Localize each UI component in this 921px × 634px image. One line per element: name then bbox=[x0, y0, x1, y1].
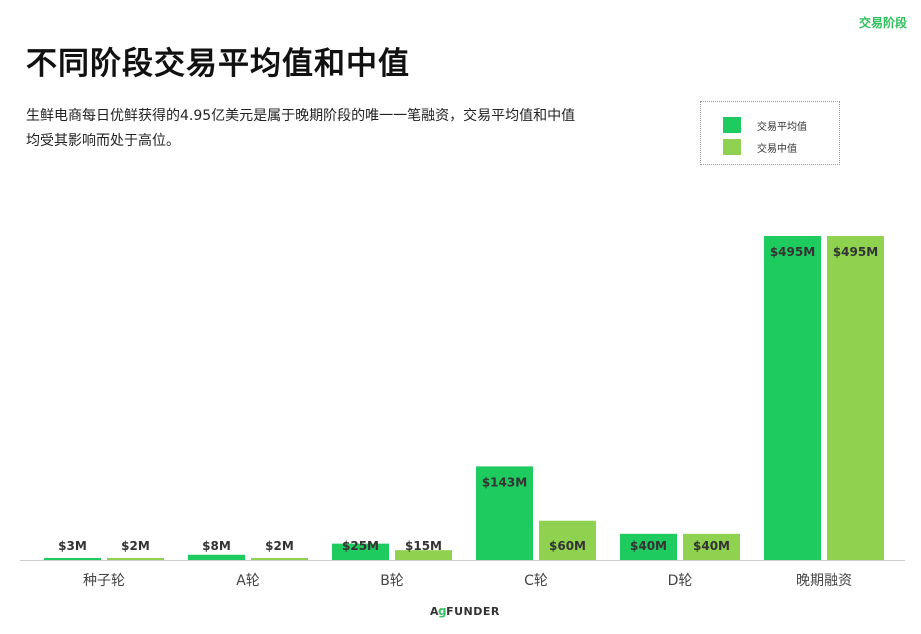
x-tick-label: C轮 bbox=[524, 573, 548, 589]
bar-mean bbox=[44, 558, 101, 560]
legend-swatch-mean bbox=[723, 117, 741, 133]
bar-median bbox=[683, 533, 740, 560]
data-label-mean: $8M bbox=[202, 539, 231, 553]
page-subtitle: 生鲜电商每日优鲜获得的4.95亿美元是属于晚期阶段的唯一一笔融资，交易平均值和中… bbox=[26, 108, 576, 149]
bar-median bbox=[107, 558, 164, 560]
data-label-mean: $3M bbox=[58, 539, 87, 553]
data-label-median: $2M bbox=[121, 539, 150, 553]
x-tick-label: 种子轮 bbox=[83, 573, 125, 589]
legend-swatch-median bbox=[723, 139, 741, 155]
data-label-median: $40M bbox=[693, 539, 730, 553]
x-tick-label: A轮 bbox=[236, 573, 260, 589]
leaf-icon: g bbox=[438, 604, 448, 618]
data-label-median: $15M bbox=[405, 539, 442, 553]
logo-text-funder: FUNDER bbox=[446, 604, 500, 618]
bar-mean bbox=[764, 236, 821, 560]
legend-item-median: 交易中值 bbox=[723, 139, 797, 155]
bar-median bbox=[395, 550, 452, 560]
legend-label-mean: 交易平均值 bbox=[757, 121, 807, 133]
bar-mean bbox=[620, 533, 677, 560]
agfunder-logo: A g FUNDER bbox=[430, 604, 500, 618]
bar-mean bbox=[188, 554, 245, 560]
bar-mean bbox=[476, 466, 533, 560]
bar-median bbox=[827, 236, 884, 560]
bar-median bbox=[539, 520, 596, 560]
x-tick-label: B轮 bbox=[380, 573, 404, 589]
section-tag: 交易阶段 bbox=[858, 16, 907, 30]
legend-item-mean: 交易平均值 bbox=[723, 117, 807, 133]
bar-median bbox=[251, 558, 308, 560]
legend-label-median: 交易中值 bbox=[757, 143, 797, 155]
data-label-median: $2M bbox=[265, 539, 294, 553]
chart-legend: 交易平均值 交易中值 bbox=[700, 101, 840, 165]
bar-mean bbox=[332, 543, 389, 560]
data-label-median: $495M bbox=[833, 245, 878, 259]
data-label-mean: $495M bbox=[770, 245, 815, 259]
data-label-mean: $25M bbox=[342, 539, 379, 553]
logo-text-a: A bbox=[430, 604, 440, 618]
data-label-mean: $40M bbox=[630, 539, 667, 553]
x-tick-label: D轮 bbox=[668, 573, 693, 589]
page-title: 不同阶段交易平均值和中值 bbox=[26, 46, 410, 82]
data-label-mean: $143M bbox=[482, 475, 527, 489]
x-tick-label: 晚期融资 bbox=[796, 573, 852, 589]
data-label-median: $60M bbox=[549, 539, 586, 553]
